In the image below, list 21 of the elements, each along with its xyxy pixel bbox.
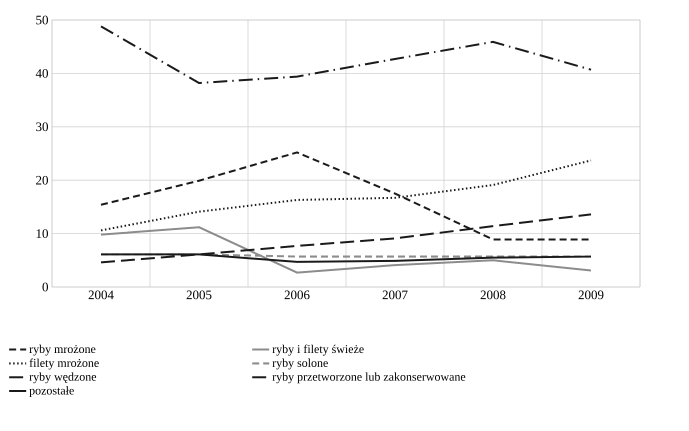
x-tick-label: 2004: [88, 290, 114, 300]
x-tick-label: 2006: [284, 290, 310, 300]
legend-label: ryby przetworzone lub zakonserwowane: [272, 372, 466, 384]
y-tick-label: 50: [36, 16, 48, 24]
line-series: [100, 226, 592, 274]
y-tick-label: 10: [36, 229, 48, 238]
legend-label: pozostałe: [29, 386, 74, 397]
legend-label: ryby wędzone: [29, 372, 96, 384]
x-tick-label: 2009: [578, 290, 604, 300]
y-tick-label: 30: [36, 122, 48, 132]
y-tick-label: 20: [36, 176, 48, 185]
y-tick-label: 40: [36, 69, 48, 78]
legend-label: ryby mrożone: [29, 344, 96, 356]
x-tick-label: 2008: [480, 290, 506, 300]
legend-label: ryby solone: [272, 358, 328, 370]
x-tick-label: 2007: [382, 290, 408, 300]
x-tick-label: 2005: [186, 290, 212, 300]
y-tick-label: 0: [42, 282, 48, 292]
legend-label: filety mrożone: [30, 358, 99, 370]
line-series: [100, 25, 592, 84]
legend-label: ryby i filety świeże: [272, 344, 364, 356]
